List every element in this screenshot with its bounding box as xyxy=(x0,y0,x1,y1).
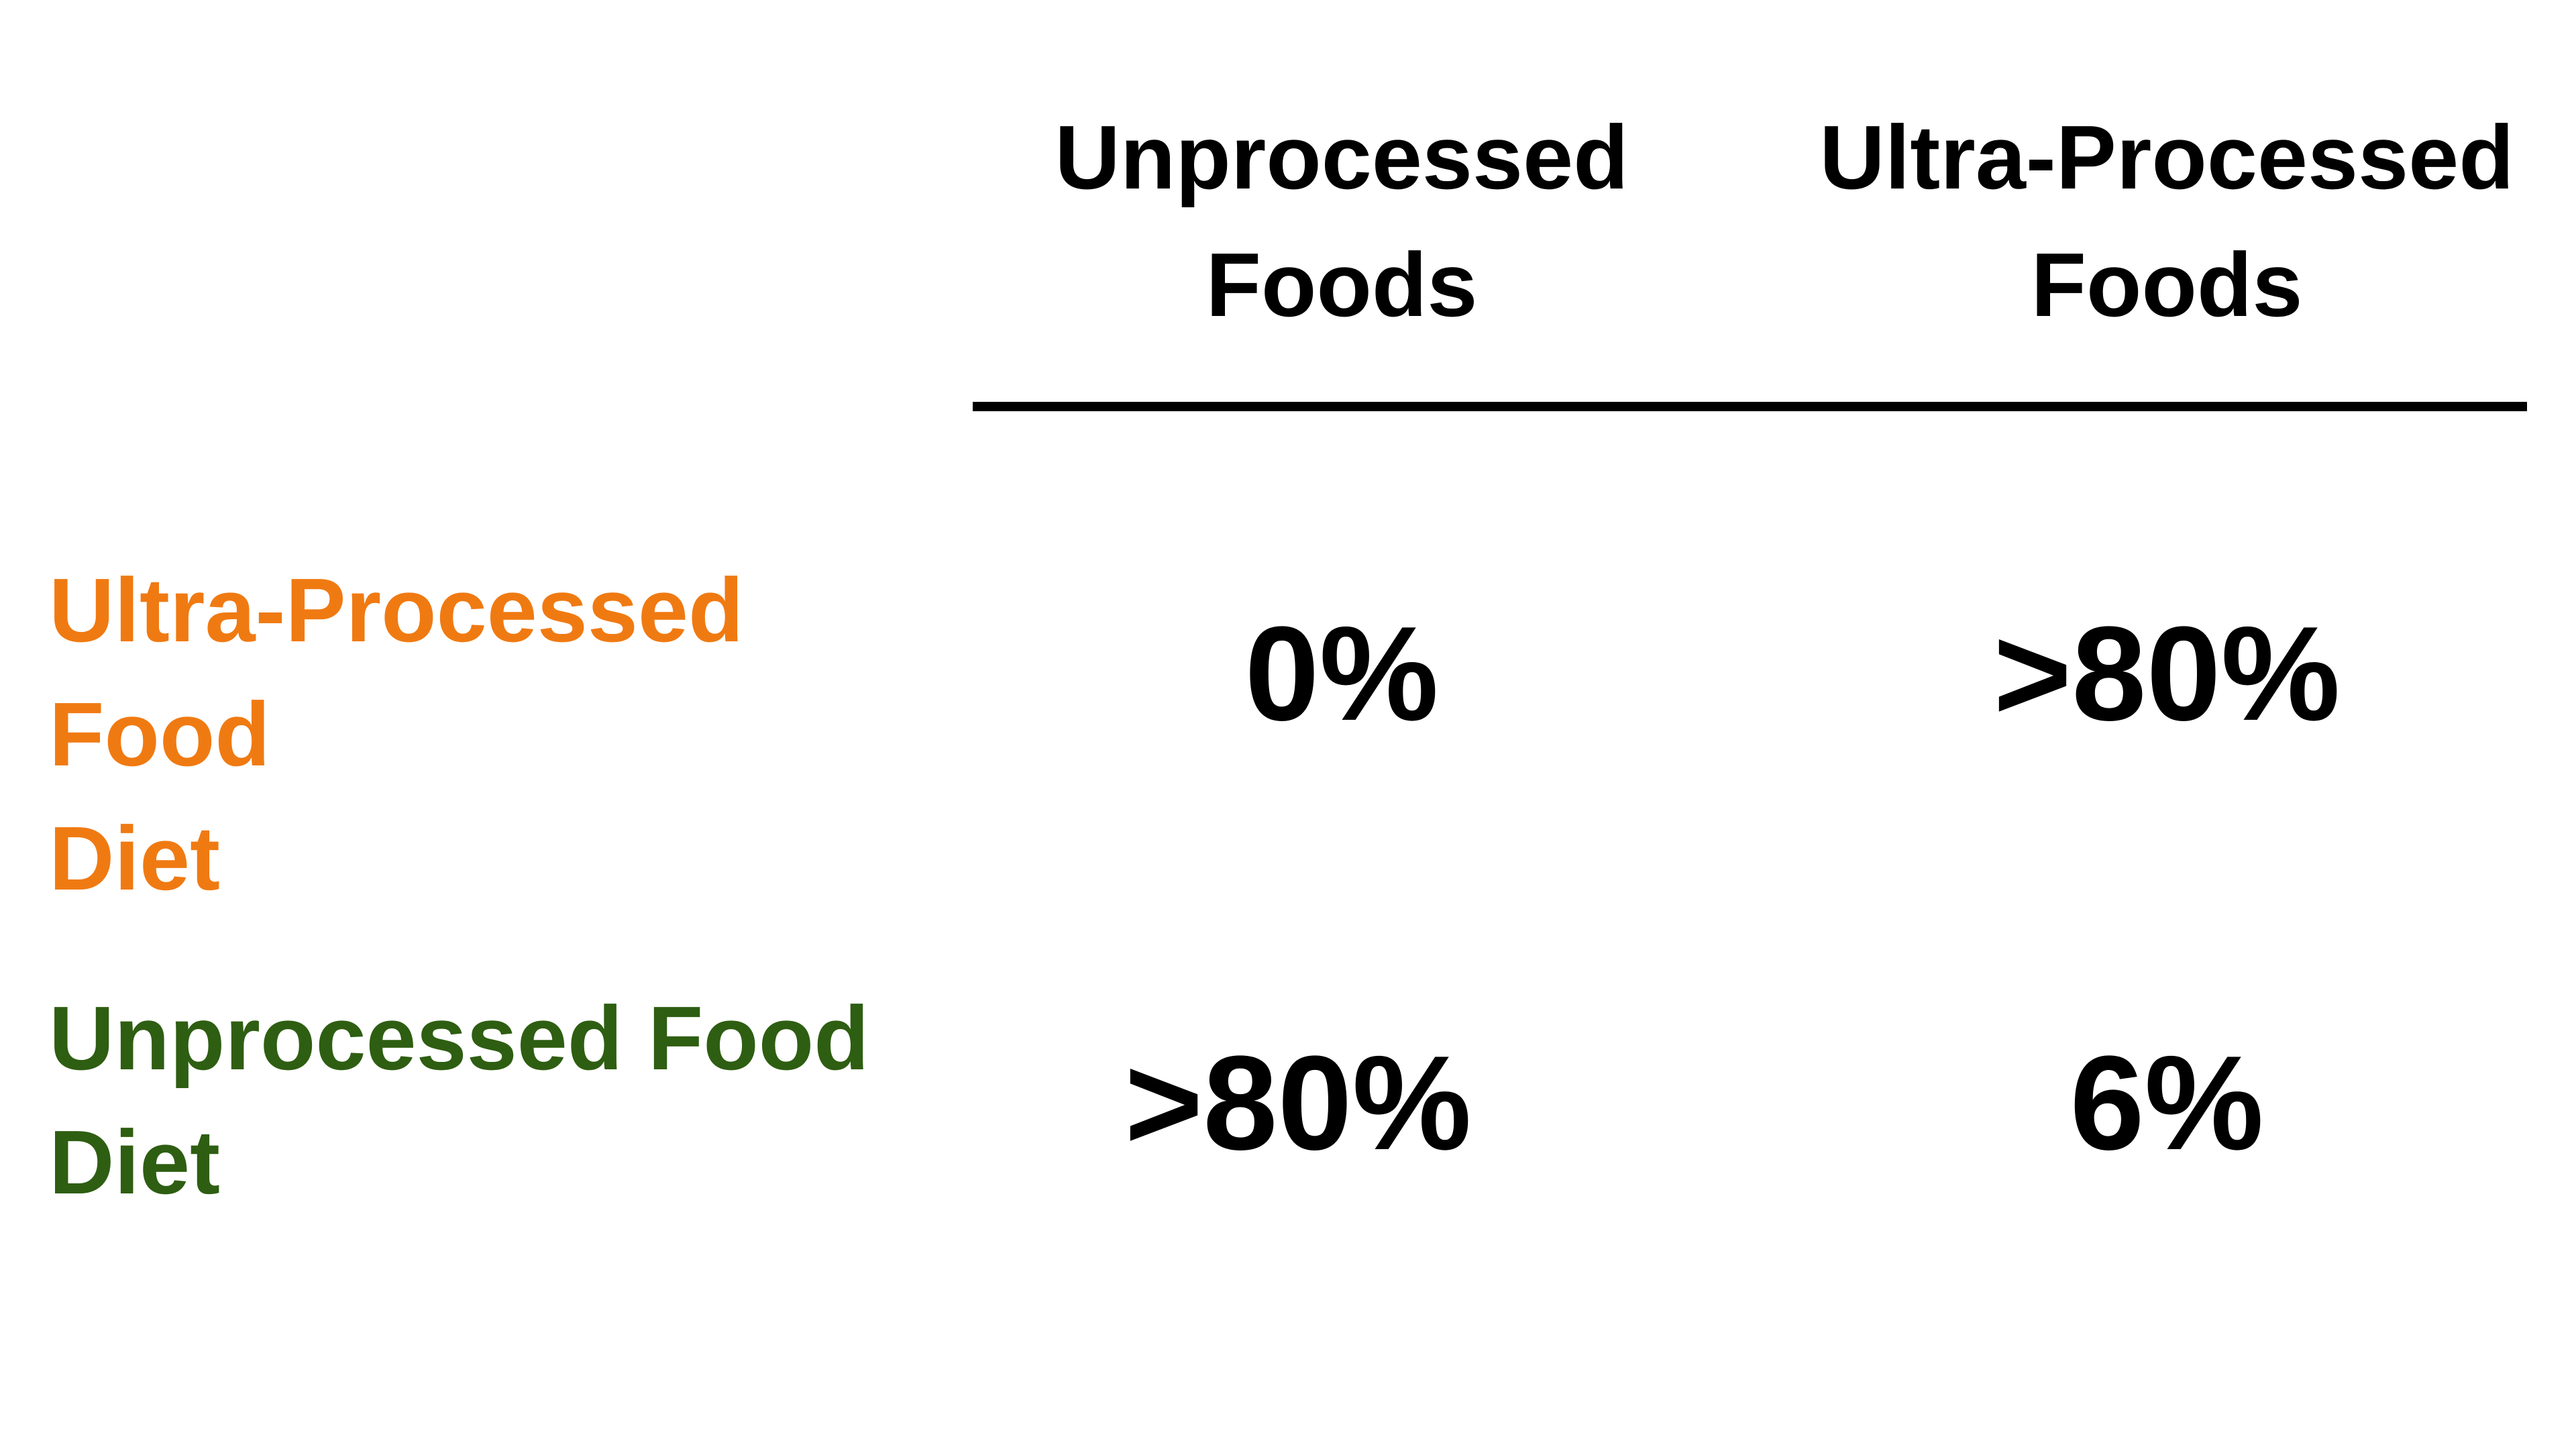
table-cell-ultra-diet-unprocessed: 0% xyxy=(1244,599,1439,749)
column-header-line: Foods xyxy=(1205,234,1478,335)
column-header-line: Ultra-Processed xyxy=(1819,107,2514,208)
row-label-line: Diet xyxy=(49,808,221,909)
row-label-line: Diet xyxy=(49,1112,221,1213)
row-label-ultra-processed-diet: Ultra-Processed Food Diet xyxy=(49,548,988,920)
column-header-unprocessed-foods: Unprocessed Foods xyxy=(973,94,1711,349)
column-header-line: Foods xyxy=(2031,234,2303,335)
table-cell-ultra-diet-ultra: >80% xyxy=(1993,599,2341,749)
row-label-line: Ultra-Processed Food xyxy=(49,559,744,785)
row-label-line: Unprocessed Food xyxy=(49,987,869,1089)
column-header-line: Unprocessed xyxy=(1055,107,1629,208)
column-header-ultra-processed-foods: Ultra-Processed Foods xyxy=(1798,94,2536,349)
row-label-unprocessed-diet: Unprocessed Food Diet xyxy=(49,976,988,1224)
table-cell-unprocessed-diet-unprocessed: >80% xyxy=(1124,1028,1472,1178)
table-cell-unprocessed-diet-ultra: 6% xyxy=(2070,1028,2264,1178)
header-divider xyxy=(973,402,2527,411)
